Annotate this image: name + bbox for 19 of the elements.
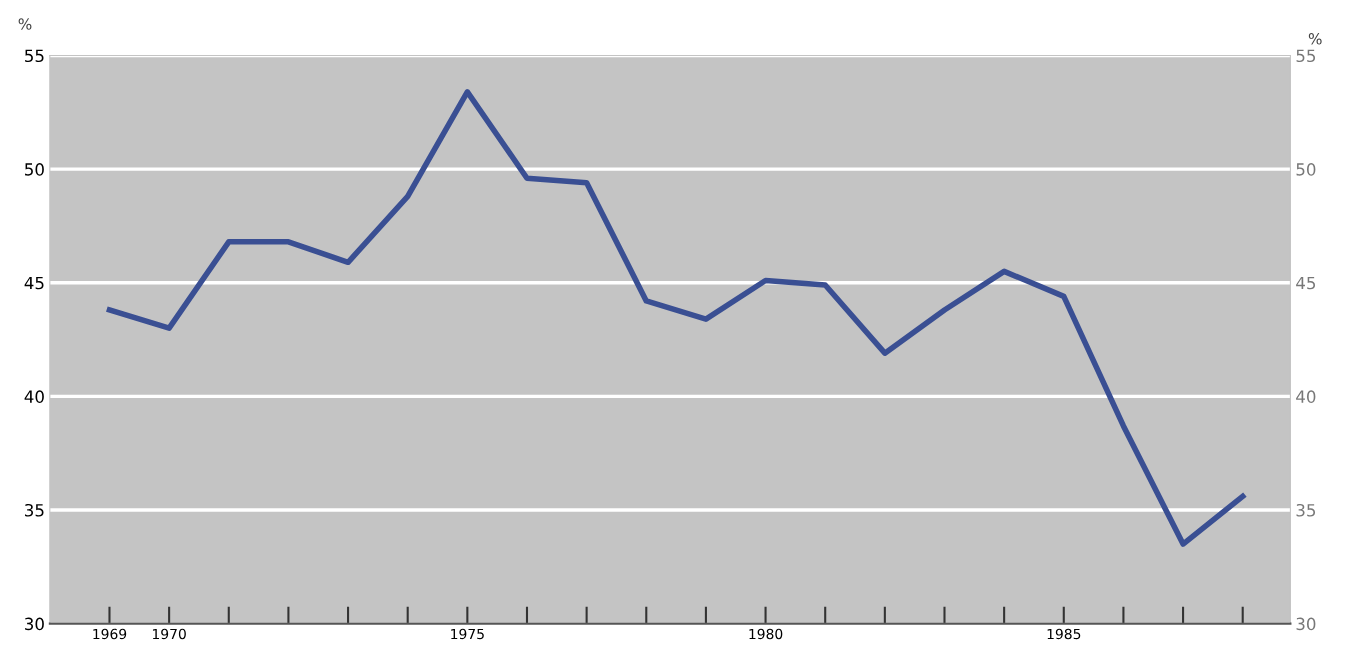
y2-tick-label: 50 [1296,163,1316,176]
x-tick-label: 1969 [93,628,127,640]
y-tick-label: 45 [24,276,44,290]
y-tick-label: 50 [25,163,44,176]
y2-tick-label: 40 [1296,390,1316,403]
y-tick-label: 55 [25,49,44,63]
y2-tick-label: 30 [1296,617,1316,631]
y2-tick-label: 35 [1296,503,1316,517]
x-tick-label: 1975 [451,628,484,640]
x-tick-label: 1970 [152,628,186,640]
y2-tick-label: 55 [1296,49,1316,63]
y-tick-label: 30 [25,617,44,631]
y-tick-label: 35 [25,503,44,517]
y-tick-label: 40 [24,390,44,403]
y-axis-title: % [18,18,32,30]
y2-axis-title: % [1308,33,1322,45]
x-tick-label: 1980 [749,628,783,640]
x-tick-label: 1985 [1047,628,1081,640]
y2-tick-label: 45 [1296,276,1316,290]
